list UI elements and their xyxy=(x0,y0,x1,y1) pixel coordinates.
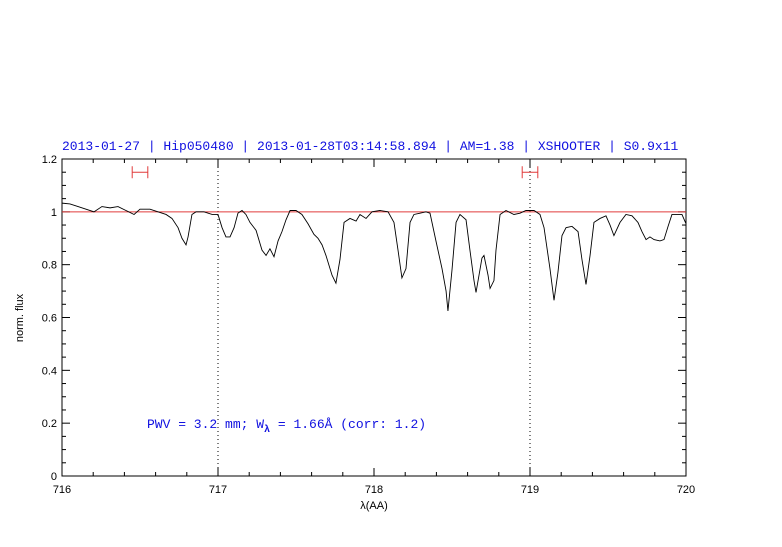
y-tick-label: 1.2 xyxy=(42,154,57,166)
y-tick-label: 0.6 xyxy=(42,313,57,325)
annotation-text: PWV = 3.2 mm; W xyxy=(147,417,264,432)
annotation-text: = 1.66Å (corr: 1.2) xyxy=(270,417,426,432)
continuum-window xyxy=(521,166,539,179)
annotation-subscript: λ xyxy=(264,424,270,436)
x-tick-label: 719 xyxy=(521,484,539,496)
annotation: PWV = 3.2 mm; Wλ = 1.66Å (corr: 1.2) xyxy=(147,417,426,436)
y-tick-label: 0 xyxy=(51,471,57,483)
x-axis-label: λ(AA) xyxy=(360,500,388,512)
x-tick-label: 720 xyxy=(677,484,695,496)
x-tick-label: 717 xyxy=(209,484,227,496)
chart-title: 2013-01-27 | Hip050480 | 2013-01-28T03:1… xyxy=(62,139,678,154)
spectrum-line xyxy=(61,202,687,311)
continuum-window xyxy=(131,166,149,179)
y-tick-label: 0.4 xyxy=(42,365,57,377)
y-tick-label: 0.8 xyxy=(42,260,57,272)
x-tick-label: 718 xyxy=(365,484,383,496)
y-tick-label: 0.2 xyxy=(42,418,57,430)
x-tick-label: 716 xyxy=(53,484,71,496)
y-tick-label: 1 xyxy=(51,207,57,219)
y-axis-label: norm. flux xyxy=(14,293,26,342)
